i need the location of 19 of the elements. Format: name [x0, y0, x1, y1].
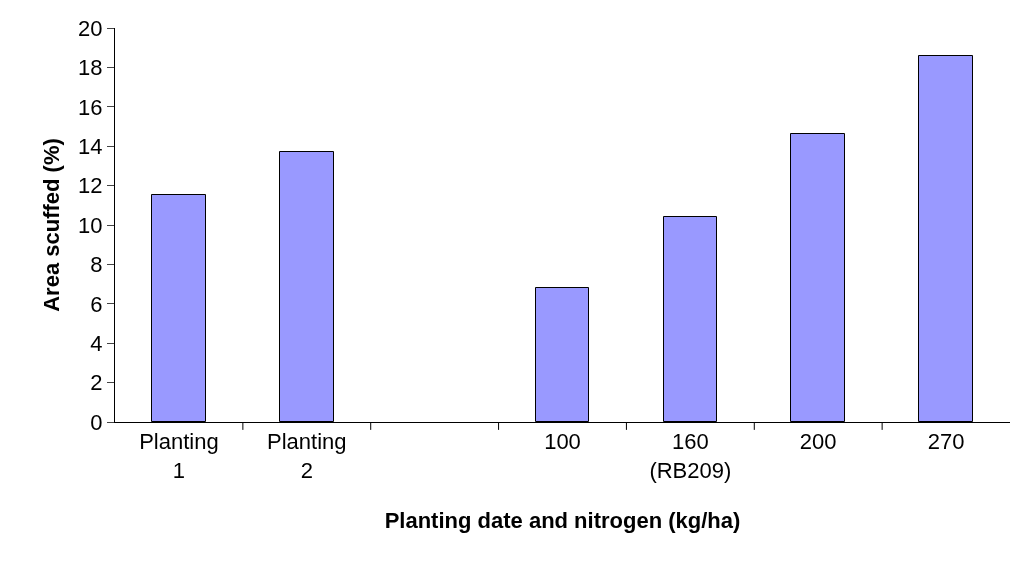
y-tick-label: 2	[90, 370, 103, 396]
x-tick-label: 160 (RB209)	[649, 429, 732, 483]
y-tick-label: 16	[78, 94, 103, 120]
y-tick-label: 18	[78, 55, 103, 81]
y-tick-label: 10	[78, 212, 103, 238]
y-tick-label: 14	[78, 133, 103, 159]
y-tick-label: 4	[90, 330, 103, 356]
x-tick-label: 100	[544, 429, 581, 455]
x-tick-label: Planting 2	[267, 429, 347, 483]
y-tick-label: 12	[78, 173, 103, 199]
x-tick-label: Planting 1	[139, 429, 219, 483]
y-axis-title: Area scuffed (%)	[38, 138, 64, 312]
y-tick-label: 20	[78, 15, 103, 41]
x-tick-label: 200	[799, 429, 837, 455]
y-tick-label: 6	[90, 291, 103, 317]
x-axis-title: Planting date and nitrogen (kg/ha)	[384, 507, 741, 533]
y-tick-label: 8	[90, 252, 103, 278]
y-tick-label: 0	[90, 409, 103, 435]
x-tick-label: 270	[927, 429, 965, 455]
